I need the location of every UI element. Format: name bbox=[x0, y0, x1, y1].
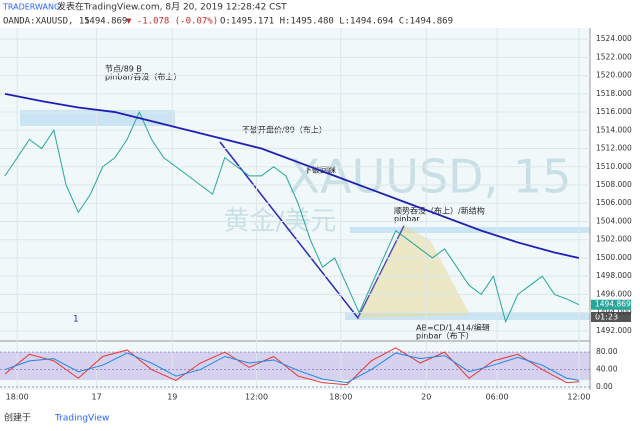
zone bbox=[20, 110, 175, 126]
y-tick-label: 1504.000 bbox=[596, 216, 632, 225]
y-tick-label: 1502.000 bbox=[596, 235, 632, 244]
series-line bbox=[4, 92, 580, 259]
y-tick-label: 0.00 bbox=[596, 382, 613, 391]
zone bbox=[350, 227, 590, 233]
series-line bbox=[4, 347, 579, 386]
x-tick-label: 19 bbox=[167, 393, 177, 402]
y-tick-label: 1500.000 bbox=[596, 253, 632, 262]
annotation: pinbar/吞没（布上） bbox=[105, 72, 181, 82]
y-tick-label: 1498.000 bbox=[596, 271, 632, 280]
y-tick-label: 1492.000 bbox=[596, 326, 632, 335]
y-tick-label: 1516.000 bbox=[596, 107, 632, 116]
footer-brand: TradingView bbox=[54, 414, 109, 424]
annotation: AB=CD/1.414/编辑 bbox=[416, 323, 490, 333]
x-tick-label: 17 bbox=[91, 393, 101, 402]
plot-background bbox=[0, 28, 590, 390]
y-tick-label: 1520.000 bbox=[596, 71, 632, 80]
annotation: pinbar（布下） bbox=[416, 331, 474, 341]
annotation: 不破开盘价/89（布上） bbox=[242, 125, 327, 135]
ohlc: O:1495.171 H:1495.480 L:1494.694 C:1494.… bbox=[220, 17, 453, 27]
y-tick-label: 1510.000 bbox=[596, 162, 632, 171]
annotation: 1 bbox=[73, 315, 79, 325]
last: 1494.869 bbox=[84, 17, 127, 27]
countdown-box bbox=[591, 312, 631, 322]
x-tick-label: 12:00 bbox=[567, 393, 590, 402]
pattern bbox=[358, 226, 470, 318]
change: ▼ -1.078 (-0.07%) bbox=[126, 17, 218, 27]
last-price-box bbox=[591, 299, 631, 310]
footer: 创建于 bbox=[4, 412, 31, 424]
series-line bbox=[4, 352, 579, 384]
y-tick-label: 1494.000 bbox=[596, 308, 632, 317]
y-tick-label: 1496.000 bbox=[596, 289, 632, 298]
series-line bbox=[4, 110, 580, 324]
countdown: 01:23 bbox=[595, 313, 618, 322]
y-tick-label: 1514.000 bbox=[596, 125, 632, 134]
osc-band bbox=[0, 352, 590, 380]
last-price-label: 1494.869 bbox=[595, 300, 631, 309]
annotation: 顺势吞没（布上）/新结构 bbox=[394, 206, 485, 216]
x-tick-label: 20 bbox=[421, 393, 431, 402]
y-tick-label: 40.00 bbox=[596, 365, 618, 374]
y-tick-label: 80.00 bbox=[596, 347, 618, 356]
annotation: 节点/89 B bbox=[105, 65, 142, 74]
y-tick-label: 1512.000 bbox=[596, 144, 632, 153]
y-tick-label: 1508.000 bbox=[596, 180, 632, 189]
x-tick-label: 18:00 bbox=[329, 393, 352, 402]
y-tick-label: 1524.000 bbox=[596, 34, 632, 43]
x-tick-label: 06:00 bbox=[486, 393, 509, 402]
watermark: XAUUSD, 15 bbox=[289, 150, 572, 204]
y-tick-label: 1518.000 bbox=[596, 89, 632, 98]
published: 发表在TradingView.com, 8月 20, 2019 12:28:42… bbox=[57, 1, 287, 13]
y-tick-label: 1522.000 bbox=[596, 52, 632, 61]
y-tick-label: 1506.000 bbox=[596, 198, 632, 207]
zone bbox=[345, 312, 590, 320]
x-tick-label: 12:00 bbox=[245, 393, 268, 402]
x-tick-label: 18:00 bbox=[6, 393, 29, 402]
symbol: OANDA:XAUUSD, 15 bbox=[3, 17, 90, 27]
annotation: pinbar bbox=[394, 215, 420, 224]
author: TRADERWANG bbox=[2, 3, 60, 12]
